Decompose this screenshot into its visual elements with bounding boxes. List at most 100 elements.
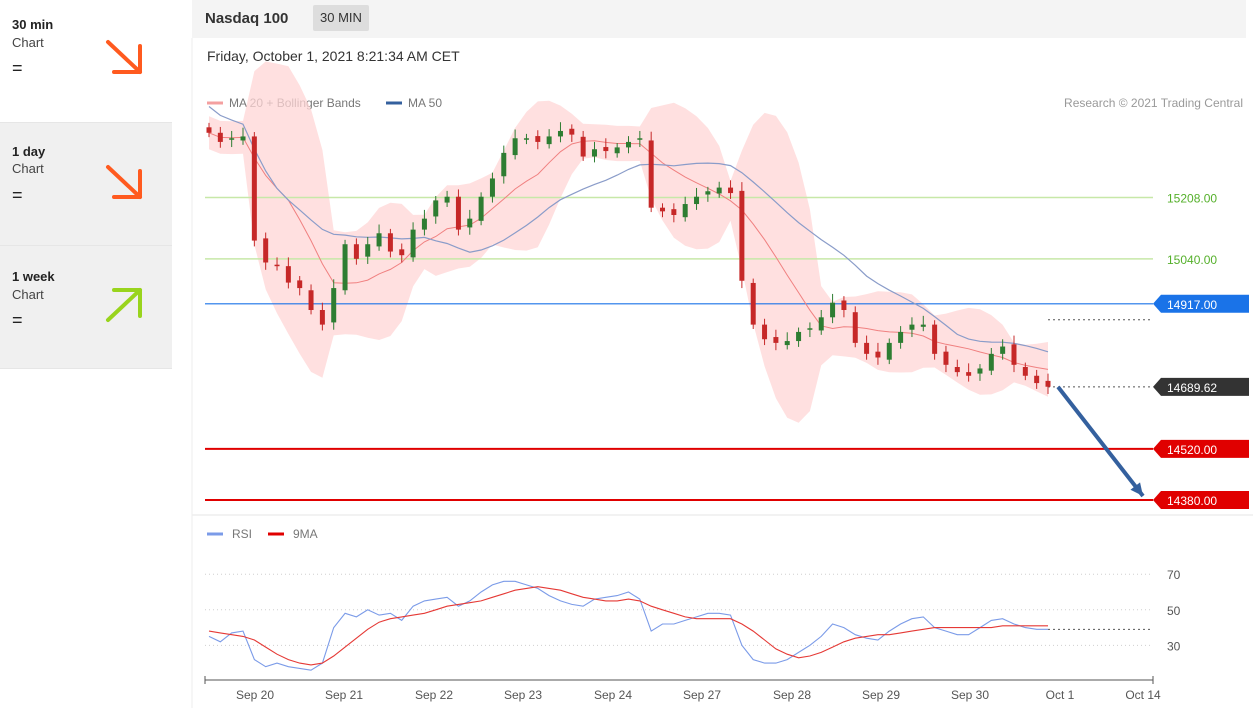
candle-body: [682, 204, 688, 218]
candle-body: [796, 331, 802, 342]
sidebar-item-symbol: =: [12, 310, 23, 330]
candle-body: [421, 218, 427, 230]
candle: [637, 130, 643, 148]
candle: [251, 132, 257, 247]
candle: [750, 278, 756, 329]
candle-body: [546, 136, 552, 145]
x-tick-label: Oct 14: [1125, 688, 1161, 702]
candle-body: [353, 244, 359, 259]
candle-body: [489, 178, 495, 197]
candle-body: [626, 141, 631, 148]
instrument-title: Nasdaq 100: [205, 10, 289, 27]
candle: [331, 279, 337, 330]
candle-body: [569, 128, 575, 135]
ma50-line: [208, 106, 1049, 353]
candle-body: [342, 244, 348, 291]
bollinger-bands: [209, 61, 1048, 423]
candle-body: [410, 229, 416, 258]
candle-body: [217, 132, 223, 142]
candle: [694, 187, 700, 210]
ma50-legend-label: MA 50: [408, 96, 442, 110]
candle: [478, 192, 484, 226]
candle: [319, 302, 325, 331]
forecast-arrow-shaft: [1056, 385, 1145, 498]
candle-body: [433, 200, 439, 217]
candle: [387, 228, 393, 258]
candle-body: [875, 351, 881, 358]
candle-body: [807, 328, 813, 330]
candle-body: [251, 136, 257, 241]
copyright-label: Research © 2021 Trading Central: [1064, 96, 1243, 110]
level-label: 15040.00: [1167, 253, 1217, 267]
candle-body: [830, 302, 836, 318]
candle-body: [954, 367, 960, 373]
candle: [705, 186, 711, 202]
candle: [920, 315, 926, 332]
candle: [818, 310, 824, 335]
candle: [297, 276, 303, 296]
candle-body: [988, 353, 994, 371]
timeframe-sidebar: 30 min Chart = 1 day Chart = 1 week Char…: [0, 0, 172, 373]
candle-body: [943, 351, 949, 365]
x-tick-label: Sep 29: [862, 688, 900, 702]
candle-body: [648, 140, 654, 208]
candle: [966, 363, 972, 382]
candle: [852, 306, 858, 348]
candle: [342, 239, 348, 295]
sidebar-item-30min[interactable]: 30 min Chart =: [0, 0, 172, 123]
x-axis: Sep 20 Sep 21 Sep 22 Sep 23 Sep 24 Sep 27 Sep …: [204, 676, 1161, 702]
sidebar-item-1day[interactable]: 1 day Chart =: [0, 123, 172, 246]
candle: [410, 222, 416, 262]
candle-body: [660, 207, 666, 212]
candle: [285, 257, 291, 289]
candle: [546, 129, 552, 149]
candle: [523, 133, 529, 145]
rsi-tick-label: 30: [1167, 639, 1181, 653]
candle: [909, 317, 915, 338]
x-tick-label: Sep 20: [236, 688, 274, 702]
candle: [376, 224, 382, 251]
candle-body: [864, 342, 870, 354]
candle-body: [263, 238, 269, 263]
candle: [1034, 369, 1040, 389]
candle-body: [1034, 375, 1040, 384]
candle: [762, 318, 768, 346]
candle: [841, 296, 847, 318]
candle: [591, 141, 597, 163]
candle-body: [580, 136, 586, 157]
x-tick-label: Sep 23: [504, 688, 542, 702]
sidebar-item-timeframe: 1 week: [12, 269, 55, 284]
candle: [467, 209, 473, 235]
rsi-panel: 70 50 30: [205, 568, 1181, 671]
candle-body: [365, 244, 371, 257]
candle-body: [444, 196, 450, 203]
level-badge-bg: [1153, 377, 1249, 396]
candle-body: [739, 190, 745, 281]
chart-header: Nasdaq 100 30 MIN: [192, 0, 1246, 38]
candle-body: [455, 196, 461, 230]
rsi-legend-label: RSI: [232, 527, 252, 541]
rsi-line: [208, 580, 1048, 671]
rsi-tick-label: 50: [1167, 604, 1181, 618]
level-badge-bg: [1153, 439, 1249, 458]
sidebar-item-1week[interactable]: 1 week Chart =: [0, 246, 172, 369]
candle: [614, 143, 620, 158]
candle: [807, 322, 813, 338]
candle: [229, 130, 235, 148]
candle: [206, 122, 212, 138]
candle-body: [1011, 344, 1017, 365]
period-button[interactable]: 30 MIN: [313, 5, 369, 31]
candle-body: [728, 187, 734, 194]
candle-body: [886, 342, 892, 360]
candle-body: [376, 233, 382, 247]
candlesticks: [206, 122, 1051, 395]
level-badge: 14380.00: [1153, 491, 1249, 509]
candle-body: [557, 130, 563, 137]
candle: [728, 180, 734, 199]
level-badge-label: 14917.00: [1167, 298, 1217, 312]
candle: [569, 124, 575, 142]
candle-body: [750, 282, 756, 325]
candle: [217, 126, 223, 148]
candle-body: [1045, 380, 1051, 387]
